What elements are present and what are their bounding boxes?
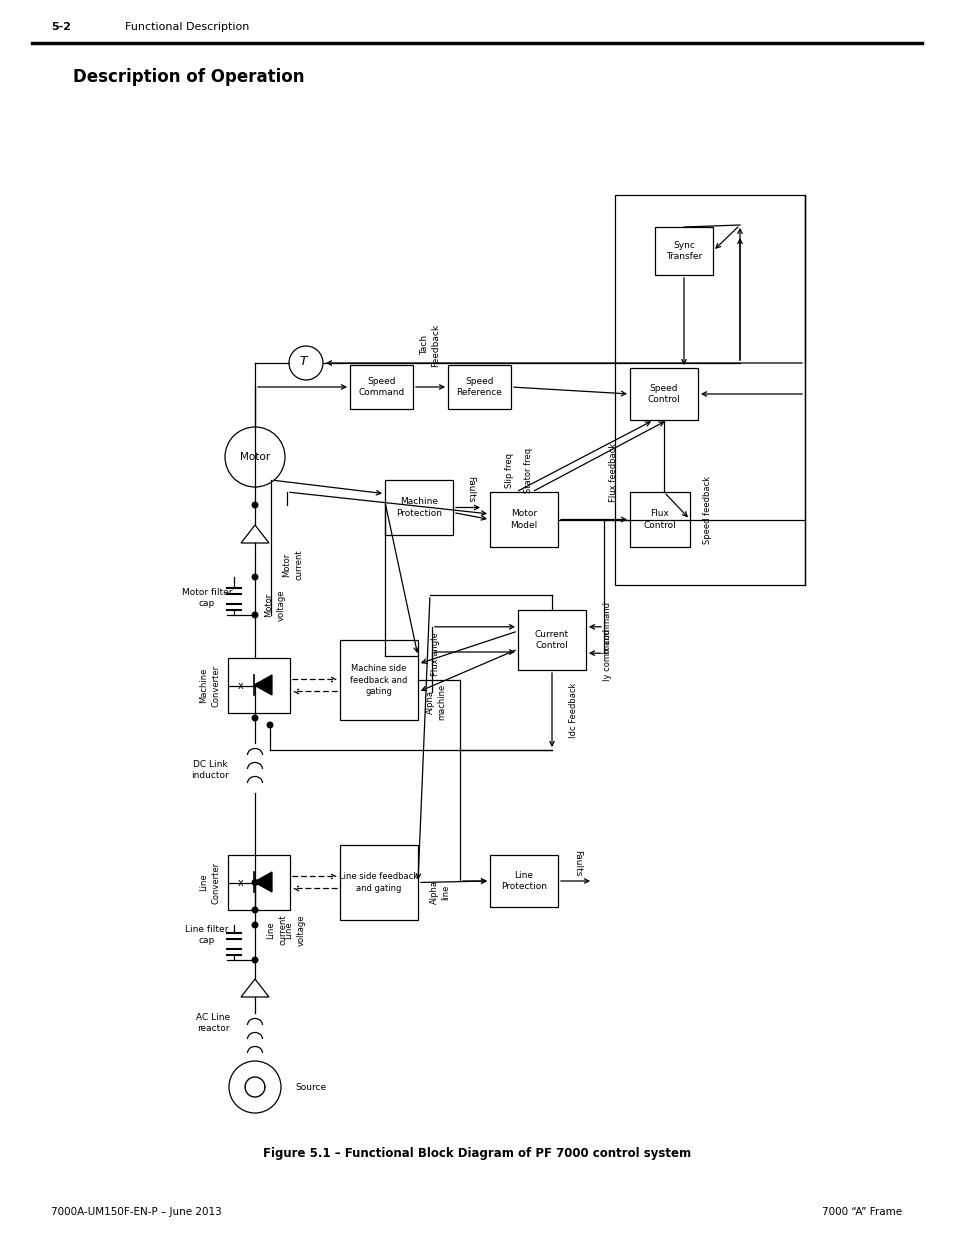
Text: Speed feedback: Speed feedback [702, 475, 712, 543]
Bar [615, 195, 804, 585]
Text: Line filter
cap: Line filter cap [185, 925, 229, 946]
Bar [629, 492, 689, 547]
Text: Line
Protection: Line Protection [500, 871, 546, 892]
Bar [655, 227, 712, 275]
Text: Machine side
feedback and
gating: Machine side feedback and gating [350, 663, 407, 697]
Text: Flux angle: Flux angle [431, 632, 440, 676]
Text: Line
Converter: Line Converter [199, 862, 220, 904]
Text: Slip freq: Slip freq [504, 452, 513, 488]
Bar [629, 368, 698, 420]
Text: x: x [238, 878, 244, 888]
Polygon shape [253, 676, 272, 695]
Text: Description of Operation: Description of Operation [73, 68, 304, 86]
Text: Line side feedback
and gating: Line side feedback and gating [339, 872, 418, 893]
Circle shape [266, 721, 274, 729]
Text: Ix command: Ix command [603, 601, 612, 655]
Text: Machine
Protection: Machine Protection [395, 498, 441, 517]
Text: 7000 “A” Frame: 7000 “A” Frame [821, 1207, 901, 1216]
Bar [448, 366, 511, 409]
Bar [350, 366, 413, 409]
Circle shape [252, 611, 258, 619]
Text: Motor
voltage: Motor voltage [264, 589, 285, 621]
Bar [228, 855, 290, 910]
Bar [385, 480, 453, 535]
Circle shape [252, 956, 258, 963]
Text: Current
Control: Current Control [535, 630, 569, 651]
Text: Idc Feedback: Idc Feedback [569, 682, 578, 737]
Text: 7000A-UM150F-EN-P – June 2013: 7000A-UM150F-EN-P – June 2013 [51, 1207, 221, 1216]
Text: Motor: Motor [240, 452, 270, 462]
Text: Figure 5.1 – Functional Block Diagram of PF 7000 control system: Figure 5.1 – Functional Block Diagram of… [263, 1146, 690, 1160]
Text: Line
voltage: Line voltage [284, 914, 305, 946]
Circle shape [252, 715, 258, 721]
Text: Flux feedback: Flux feedback [609, 442, 618, 501]
Circle shape [252, 906, 258, 914]
Text: AC Line
reactor: AC Line reactor [195, 1013, 230, 1034]
Text: Faults: Faults [466, 477, 475, 503]
Text: x: x [238, 680, 244, 690]
Text: Tach
Feedback: Tach Feedback [419, 324, 440, 367]
Text: Motor
current: Motor current [282, 550, 303, 580]
Polygon shape [253, 872, 272, 892]
Text: Faults: Faults [573, 850, 582, 876]
Circle shape [252, 879, 258, 885]
Bar [228, 658, 290, 713]
Text: Machine
Converter: Machine Converter [199, 664, 220, 706]
Text: Speed
Reference: Speed Reference [456, 377, 502, 398]
Circle shape [252, 501, 258, 509]
Bar [339, 640, 417, 720]
Bar [490, 492, 558, 547]
Text: Stator freq: Stator freq [524, 447, 533, 493]
Text: 5-2: 5-2 [51, 22, 71, 32]
Bar [517, 610, 585, 671]
Circle shape [252, 921, 258, 929]
Text: Iy command: Iy command [603, 629, 612, 680]
Text: Alpha
machine: Alpha machine [425, 684, 446, 720]
Text: Functional Description: Functional Description [125, 22, 249, 32]
Text: Motor filter
cap: Motor filter cap [182, 588, 232, 609]
Text: T: T [299, 354, 307, 368]
Text: Speed
Control: Speed Control [647, 384, 679, 404]
Text: Alpha
line: Alpha line [429, 881, 450, 904]
Bar [490, 855, 558, 906]
Bar [339, 845, 417, 920]
Text: Speed
Command: Speed Command [358, 377, 404, 398]
Text: DC Link
inductor: DC Link inductor [191, 760, 229, 781]
Circle shape [252, 573, 258, 580]
Text: Source: Source [294, 1083, 326, 1092]
Text: Line
current: Line current [266, 915, 287, 945]
Text: Motor
Model: Motor Model [510, 509, 537, 530]
Text: Sync
Transfer: Sync Transfer [665, 241, 701, 262]
Text: Flux
Control: Flux Control [643, 509, 676, 530]
